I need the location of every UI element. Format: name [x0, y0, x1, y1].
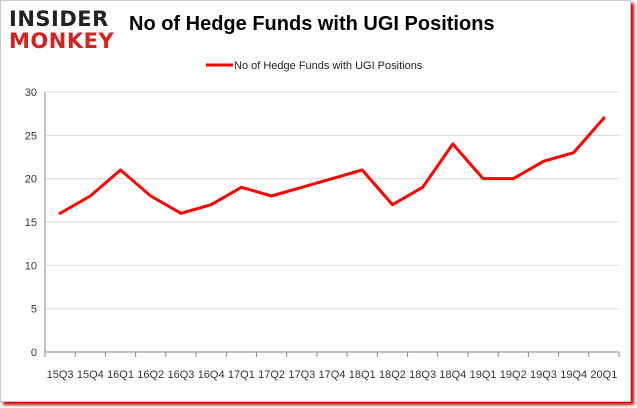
- y-tick-label: 30: [25, 87, 37, 99]
- x-tick-label: 18Q1: [349, 369, 376, 381]
- y-tick-label: 10: [25, 260, 37, 272]
- legend-label: No of Hedge Funds with UGI Positions: [234, 60, 423, 72]
- y-tick-label: 25: [25, 130, 37, 142]
- x-tick-label: 17Q2: [258, 369, 285, 381]
- x-tick-label: 19Q1: [470, 369, 497, 381]
- line-chart: 0 5 10 15 20 25 30 15Q3 15Q4 16Q1 16Q2 16Q3 16Q4 17Q1…: [25, 60, 620, 381]
- x-tick-label: 16Q1: [107, 369, 134, 381]
- y-tick-label: 5: [31, 304, 37, 316]
- x-tick-label: 18Q4: [439, 369, 466, 381]
- chart-title: No of Hedge Funds with UGI Positions: [129, 13, 495, 35]
- chart-frame: INSIDER MONKEY No of Hedge Funds with UG…: [0, 0, 631, 402]
- x-tick-label: 17Q3: [288, 369, 315, 381]
- x-tick-label: 15Q4: [77, 369, 104, 381]
- x-tick-label: 18Q2: [379, 369, 406, 381]
- series-line: [58, 116, 606, 215]
- y-tick-label: 15: [25, 217, 37, 229]
- x-tick-label: 16Q3: [167, 369, 194, 381]
- x-tick-label: 19Q4: [560, 369, 587, 381]
- logo-text-insider: INSIDER: [9, 7, 109, 31]
- x-tick-label: 20Q1: [590, 369, 617, 381]
- logo-text-monkey: MONKEY: [9, 29, 115, 53]
- x-tick-label: 17Q1: [228, 369, 255, 381]
- y-tick-label: 0: [31, 347, 37, 359]
- x-tick-label: 19Q2: [500, 369, 527, 381]
- x-tick-label: 16Q4: [198, 369, 225, 381]
- x-tick-label: 17Q4: [319, 369, 346, 381]
- x-tick-label: 15Q3: [47, 369, 74, 381]
- y-tick-label: 20: [25, 174, 37, 186]
- x-tick-label: 18Q3: [409, 369, 436, 381]
- insider-monkey-logo: INSIDER MONKEY: [9, 7, 115, 53]
- x-tick-label: 16Q2: [137, 369, 164, 381]
- x-tick-label: 19Q3: [530, 369, 557, 381]
